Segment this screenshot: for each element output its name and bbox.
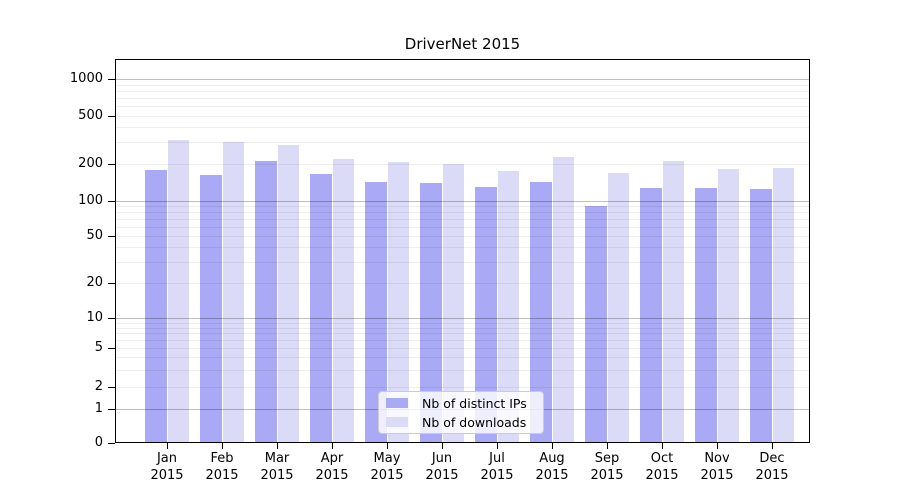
bar-oct-ips xyxy=(640,187,662,442)
bar-dec-downloads xyxy=(772,167,794,442)
x-tick-jul xyxy=(496,443,498,449)
bar-dec-ips xyxy=(750,189,772,442)
bar-jul-downloads xyxy=(497,170,519,442)
y-tick-1000 xyxy=(108,79,115,80)
y-tick-20 xyxy=(108,283,115,284)
y-tick-50 xyxy=(108,236,115,237)
x-tick-jun xyxy=(441,443,443,449)
y-tick-label-10: 10 xyxy=(86,310,103,325)
x-tick-label-jul: Jul 2015 xyxy=(480,451,514,483)
y-tick-label-1000: 1000 xyxy=(69,71,103,86)
x-tick-may xyxy=(386,443,388,449)
bar-nov-downloads xyxy=(717,168,739,442)
bar-aug-downloads xyxy=(552,156,574,442)
y-tick-5 xyxy=(108,348,115,349)
gridline-400 xyxy=(116,127,809,129)
plot-area xyxy=(115,59,810,443)
legend-swatch-downloads xyxy=(386,417,408,427)
bar-feb-ips xyxy=(200,175,222,442)
bar-feb-downloads xyxy=(222,142,244,442)
chart-title: DriverNet 2015 xyxy=(404,35,521,53)
y-tick-label-20: 20 xyxy=(86,275,103,290)
y-tick-label-2: 2 xyxy=(94,379,103,394)
bar-apr-downloads xyxy=(332,158,354,442)
y-tick-label-5: 5 xyxy=(94,340,103,355)
x-tick-sep xyxy=(606,443,608,449)
x-tick-label-apr: Apr 2015 xyxy=(315,451,349,483)
x-tick-label-jan: Jan 2015 xyxy=(150,451,184,483)
x-tick-mar xyxy=(276,443,278,449)
legend-swatch-distinct-ips xyxy=(386,398,408,408)
gridline-1000 xyxy=(116,79,809,80)
y-tick-label-50: 50 xyxy=(86,228,103,243)
bar-jul-ips xyxy=(475,186,497,442)
bar-jan-downloads xyxy=(167,139,189,442)
bar-may-downloads xyxy=(387,162,409,442)
legend-row-downloads: Nb of downloads xyxy=(386,415,535,430)
gridline-900 xyxy=(116,84,809,86)
y-tick-2 xyxy=(108,387,115,388)
legend-label-distinct-ips: Nb of distinct IPs xyxy=(422,395,527,411)
y-tick-label-100: 100 xyxy=(78,192,103,208)
bar-jun-downloads xyxy=(442,163,464,442)
legend-label-downloads: Nb of downloads xyxy=(422,414,527,430)
gridline-500 xyxy=(116,115,809,117)
x-tick-dec xyxy=(771,443,773,449)
bar-may-ips xyxy=(365,181,387,442)
y-tick-label-0: 0 xyxy=(94,435,103,450)
x-tick-label-feb: Feb 2015 xyxy=(205,451,239,483)
bar-oct-downloads xyxy=(662,160,684,442)
x-tick-feb xyxy=(221,443,223,449)
x-tick-label-sep: Sep 2015 xyxy=(590,451,624,483)
x-tick-label-mar: Mar 2015 xyxy=(260,451,294,483)
gridline-800 xyxy=(116,90,809,92)
bar-mar-downloads xyxy=(277,144,299,442)
gridline-300 xyxy=(116,142,809,144)
y-tick-10 xyxy=(108,318,115,319)
x-tick-label-oct: Oct 2015 xyxy=(645,451,679,483)
bar-nov-ips xyxy=(695,187,717,442)
bar-apr-ips xyxy=(310,173,332,442)
x-tick-label-jun: Jun 2015 xyxy=(425,451,459,483)
x-tick-label-may: May 2015 xyxy=(370,451,404,483)
gridline-600 xyxy=(116,105,809,107)
x-tick-apr xyxy=(331,443,333,449)
x-tick-label-aug: Aug 2015 xyxy=(535,451,569,483)
gridline-700 xyxy=(116,97,809,99)
bar-jun-ips xyxy=(420,182,442,442)
y-tick-100 xyxy=(108,200,115,202)
y-tick-1 xyxy=(108,408,115,410)
x-tick-oct xyxy=(661,443,663,449)
y-tick-200 xyxy=(108,163,115,165)
x-tick-jan xyxy=(166,443,168,449)
bar-sep-downloads xyxy=(607,172,629,442)
bar-jan-ips xyxy=(145,170,167,442)
y-tick-label-500: 500 xyxy=(78,107,103,123)
legend: Nb of distinct IPs Nb of downloads xyxy=(378,391,544,434)
y-tick-0 xyxy=(108,443,115,444)
bar-aug-ips xyxy=(530,182,552,442)
y-tick-label-200: 200 xyxy=(78,155,103,171)
x-tick-aug xyxy=(551,443,553,449)
x-tick-label-dec: Dec 2015 xyxy=(755,451,789,483)
y-tick-500 xyxy=(108,115,115,117)
x-tick-label-nov: Nov 2015 xyxy=(700,451,734,483)
legend-row-distinct-ips: Nb of distinct IPs xyxy=(386,396,535,411)
y-tick-label-1: 1 xyxy=(94,400,103,416)
bar-mar-ips xyxy=(255,160,277,442)
bar-sep-ips xyxy=(585,205,607,442)
x-tick-nov xyxy=(716,443,718,449)
